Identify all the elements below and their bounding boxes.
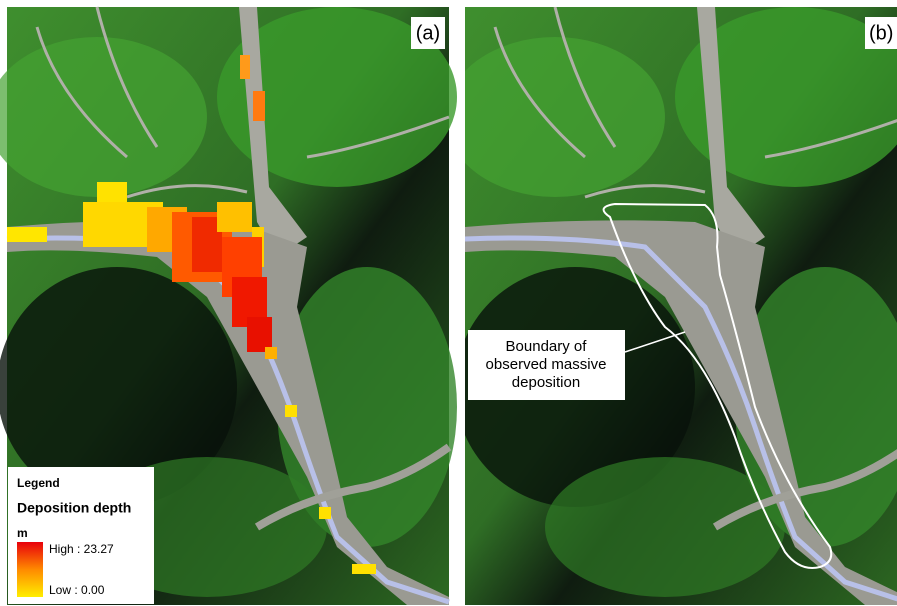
legend: Legend Deposition depth m High : 23.27 L… (8, 467, 154, 604)
satellite-image (445, 7, 897, 605)
panel-label: (b) (869, 22, 893, 44)
figure: (a) Legend Deposition depth m High : 23.… (0, 0, 897, 606)
color-ramp (17, 542, 43, 597)
legend-subtitle: Deposition depth (17, 500, 131, 516)
legend-high: High : 23.27 (49, 542, 114, 556)
panel-label: (a) (416, 22, 440, 44)
panel-b-clip: Boundary of observed massive deposition … (445, 7, 897, 605)
callout-text: observed massive (486, 356, 607, 373)
legend-title: Legend (17, 476, 60, 490)
panel-b: Boundary of observed massive deposition … (445, 7, 897, 605)
callout-text: deposition (512, 374, 580, 391)
legend-low: Low : 0.00 (49, 583, 105, 597)
panel-a: (a) Legend Deposition depth m High : 23.… (0, 7, 457, 605)
legend-unit: m (17, 526, 28, 540)
callout-text: Boundary of (506, 338, 588, 355)
